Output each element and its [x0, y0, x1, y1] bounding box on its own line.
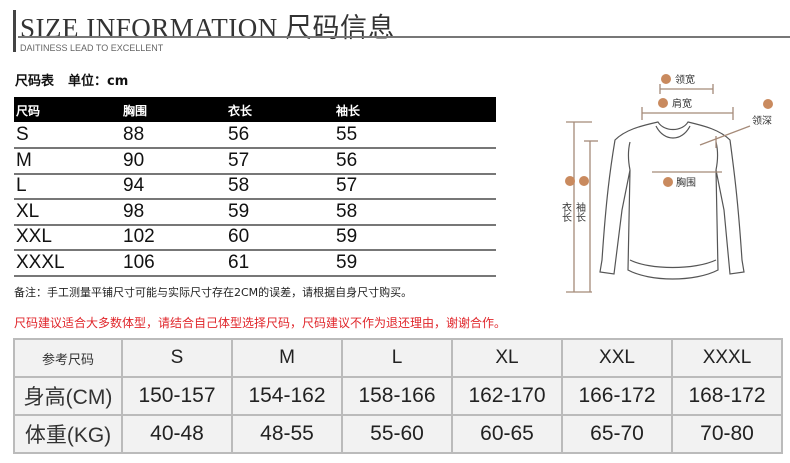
col-size: 尺码 [16, 104, 41, 118]
unit-text: 单位：cm [68, 74, 129, 89]
size-cell: XL [16, 200, 40, 222]
unit-label: 尺码表 单位：cm [15, 70, 142, 89]
size-cell: 98 [123, 200, 145, 222]
reference-row: 身高(CM) 150-157 154-162 158-166 162-170 166-17… [13, 376, 783, 416]
col-chest: 胸围 [123, 104, 148, 118]
size-cell: 61 [228, 251, 250, 273]
size-table-header: 尺码 胸围 衣长 袖长 [14, 97, 496, 122]
size-cell: 57 [336, 175, 358, 196]
label-shoulder: 肩宽 [672, 97, 692, 110]
measure-lines [566, 84, 751, 293]
badge-5 [763, 99, 773, 109]
size-row: XXXL 106 61 59 [14, 250, 496, 277]
reference-row: 参考尺码 S M L XL XXL XXXL [13, 338, 783, 378]
measurement-note: 备注：手工测量平铺尺寸可能与实际尺寸存在2CM的误差，请根据自身尺寸购买。 [14, 286, 413, 299]
reference-cell: 154-162 [231, 376, 343, 416]
badge-1 [565, 176, 575, 186]
size-cell: 55 [336, 124, 358, 145]
size-cell: 58 [228, 175, 250, 196]
size-cell: M [16, 149, 32, 171]
label-neck-width: 领宽 [675, 73, 695, 86]
size-cell: XXL [16, 226, 52, 247]
size-cell: 90 [123, 149, 145, 171]
reference-table: 参考尺码 S M L XL XXL XXXL 身高(CM) 150-157 154-162 158-… [13, 338, 783, 454]
label-length: 衣长 [560, 201, 572, 222]
reference-cell: M [231, 338, 343, 378]
badge-6 [661, 74, 671, 84]
size-row: S 88 56 55 [14, 122, 496, 149]
size-cell: 60 [228, 226, 250, 247]
size-cell: 56 [228, 124, 250, 145]
reference-cell: 65-70 [561, 414, 673, 454]
reference-cell: 158-166 [341, 376, 453, 416]
reference-row-label: 参考尺码 [13, 338, 123, 378]
size-cell: S [16, 124, 29, 145]
size-row: L 94 58 57 [14, 173, 496, 200]
size-cell: 106 [123, 251, 155, 273]
size-row: M 90 57 56 [14, 148, 496, 175]
reference-cell: 40-48 [121, 414, 233, 454]
reference-cell: XXXL [671, 338, 783, 378]
reference-cell: 162-170 [451, 376, 563, 416]
reference-cell: 70-80 [671, 414, 783, 454]
subtitle: DAITINESS LEAD TO EXCELLENT [20, 43, 164, 53]
reference-cell: 55-60 [341, 414, 453, 454]
size-row: XL 98 59 58 [14, 199, 496, 226]
size-cell: 94 [123, 175, 145, 196]
size-cell: L [16, 175, 27, 196]
col-sleeve: 袖长 [336, 104, 361, 118]
reference-cell: S [121, 338, 233, 378]
size-row: XXL 102 60 59 [14, 224, 496, 251]
sweater-outline [599, 121, 745, 280]
size-cell: XXXL [16, 251, 65, 273]
size-cell: 88 [123, 124, 145, 145]
reference-row-label: 体重(KG) [13, 414, 123, 454]
badge-4 [579, 176, 589, 186]
label-neck-depth: 领深 [752, 114, 772, 127]
reference-row: 体重(KG) 40-48 48-55 55-60 60-65 65-70 70-80 [13, 414, 783, 454]
reference-cell: XXL [561, 338, 673, 378]
badge-3 [658, 98, 668, 108]
size-cell: 56 [336, 149, 358, 171]
reference-cell: 150-157 [121, 376, 233, 416]
reference-cell: 166-172 [561, 376, 673, 416]
reference-cell: L [341, 338, 453, 378]
reference-cell: 60-65 [451, 414, 563, 454]
size-cell: 59 [336, 226, 358, 247]
label-sleeve: 袖长 [574, 201, 586, 222]
reference-cell: 48-55 [231, 414, 343, 454]
size-advice: 尺码建议适合大多数体型，请结合自己体型选择尺码，尺码建议不作为退还理由，谢谢合作… [14, 316, 507, 330]
size-cell: 57 [228, 149, 250, 171]
badge-2 [663, 177, 673, 187]
size-cell: 58 [336, 200, 358, 222]
size-cell: 59 [228, 200, 250, 222]
size-cell: 59 [336, 251, 358, 273]
sweater-diagram: 领宽 肩宽 领深 胸围 衣长 袖长 [560, 73, 773, 293]
col-length: 衣长 [228, 104, 253, 118]
label-chest: 胸围 [676, 176, 696, 189]
reference-cell: 168-172 [671, 376, 783, 416]
reference-cell: XL [451, 338, 563, 378]
size-table-label: 尺码表 [15, 74, 55, 89]
reference-row-label: 身高(CM) [13, 376, 123, 416]
title-divider [18, 36, 790, 38]
size-cell: 102 [123, 226, 155, 247]
page-title: SIZE INFORMATION 尺码信息 [20, 13, 395, 43]
title-accent-bar [13, 10, 16, 52]
